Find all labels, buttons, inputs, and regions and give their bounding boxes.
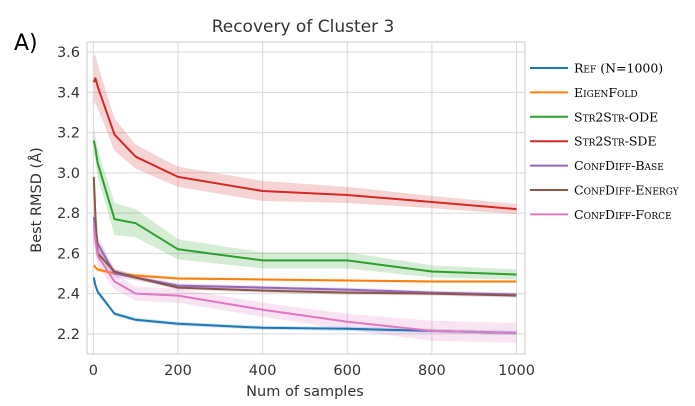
legend-label-ref-n-1000: Ref (N=1000) xyxy=(574,61,663,76)
x-tick-label: 0 xyxy=(89,363,98,379)
line-ref-n-1000 xyxy=(92,277,517,334)
legend-label-confdiff-energy: ConfDiff-Energy xyxy=(574,183,680,198)
plot-frame xyxy=(86,41,526,355)
line-str2str-ode xyxy=(92,140,517,276)
y-tick-label: 2.8 xyxy=(57,206,80,222)
panel-label: A) xyxy=(14,31,38,56)
legend: Ref (N=1000) EigenFold Str2Str-ODE Str2Str-… xyxy=(530,61,680,222)
line-str2str-sde xyxy=(92,77,517,211)
plot-border xyxy=(86,41,526,355)
y-tick-label: 3.4 xyxy=(57,85,80,101)
x-tick-label: 800 xyxy=(418,363,446,379)
line-eigenfold xyxy=(93,264,517,283)
legend-label-confdiff-force: ConfDiff-Force xyxy=(574,207,672,222)
x-axis-ticks: 0 200 400 600 800 1000 xyxy=(89,363,535,379)
x-tick-label: 600 xyxy=(333,363,361,379)
y-axis-label: Best RMSD (Å) xyxy=(28,147,45,253)
y-tick-label: 2.4 xyxy=(57,287,80,303)
line-confdiff-energy xyxy=(92,176,517,297)
chart-title: Recovery of Cluster 3 xyxy=(212,17,395,37)
plot-background xyxy=(87,42,525,354)
y-tick-label: 3.2 xyxy=(57,126,80,142)
y-tick-label: 3.6 xyxy=(57,45,80,61)
plot-area xyxy=(87,42,525,354)
legend-label-str2str-sde: Str2Str-SDE xyxy=(574,134,657,149)
legend-label-confdiff-base: ConfDiff-Base xyxy=(574,158,664,173)
band-str2str-sde xyxy=(93,54,517,215)
x-tick-label: 400 xyxy=(249,363,277,379)
x-tick-label: 1000 xyxy=(498,363,535,379)
grid-lines xyxy=(87,42,525,354)
y-tick-label: 3.0 xyxy=(57,166,80,182)
x-axis-label: Num of samples xyxy=(246,384,364,400)
y-tick-label: 2.6 xyxy=(57,246,80,262)
y-axis-ticks: 2.2 2.4 2.6 2.8 3.0 3.2 3.4 3.6 xyxy=(57,45,80,343)
line-confdiff-force xyxy=(92,225,517,334)
y-tick-label: 2.2 xyxy=(57,327,80,343)
series-lines xyxy=(92,77,517,334)
x-tick-label: 200 xyxy=(164,363,192,379)
legend-label-str2str-ode: Str2Str-ODE xyxy=(574,109,658,124)
legend-label-eigenfold: EigenFold xyxy=(574,85,638,100)
